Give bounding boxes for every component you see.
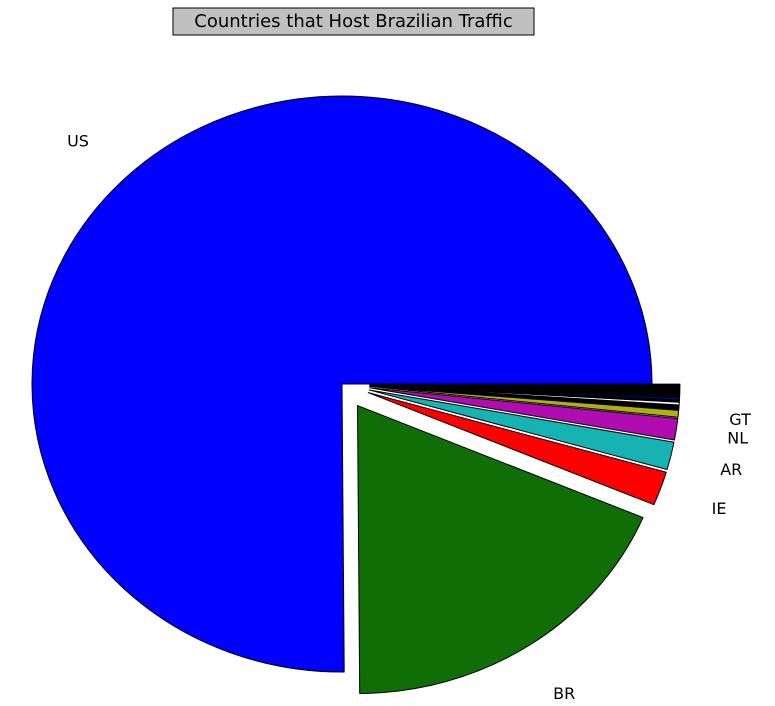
pie-label-us: US [67,131,89,150]
pie-slice-us [31,95,653,673]
chart-title-text: Countries that Host Brazilian Traffic [194,11,512,32]
chart-title-box [172,7,535,36]
pie-label-ar: AR [720,460,742,479]
pie-label-nl: NL [727,429,748,448]
pie-label-br: BR [553,684,575,703]
pie-label-ie: IE [712,499,727,518]
pie-slice-gt [369,385,680,418]
pie-slice-br [357,405,644,695]
pie-slice-ie [367,392,667,506]
pie-slice-nl [369,387,679,441]
pie-slice-ar [368,389,675,471]
pie-slice-slice-15 [369,383,681,387]
pie-label-gt: GT [729,410,751,429]
chart-title: Countries that Host Brazilian Traffic [172,7,535,36]
pie-slices [31,95,681,695]
